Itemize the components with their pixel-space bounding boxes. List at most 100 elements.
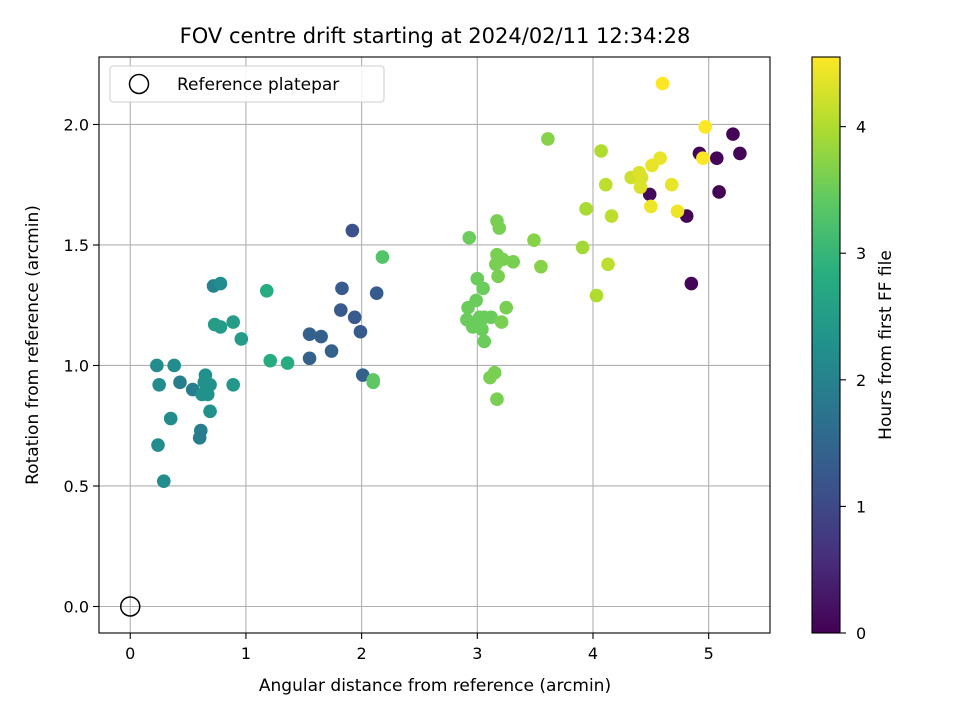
data-point xyxy=(461,300,475,315)
data-point xyxy=(163,411,178,426)
data-point xyxy=(670,204,685,219)
y-tick-label: 0.5 xyxy=(64,477,89,496)
colorbar-label: Hours from first FF file xyxy=(876,250,896,440)
x-tick-label: 5 xyxy=(704,644,714,663)
x-axis-label: Angular distance from reference (arcmin) xyxy=(259,676,611,696)
data-point xyxy=(698,120,713,134)
colorbar-ticks: 0 1 2 3 4 xyxy=(840,118,866,643)
data-point xyxy=(499,300,514,315)
data-point xyxy=(150,358,164,373)
x-tick-label: 4 xyxy=(588,644,598,663)
data-point xyxy=(200,387,215,402)
data-point xyxy=(213,320,228,334)
data-point xyxy=(644,199,658,214)
data-point xyxy=(156,474,171,488)
data-point xyxy=(598,177,613,192)
x-tick-label: 3 xyxy=(472,644,482,663)
data-point xyxy=(192,430,207,445)
colorbar-tick-label: 3 xyxy=(856,244,866,263)
colorbar-gradient xyxy=(812,57,840,633)
data-point xyxy=(696,151,710,166)
data-point xyxy=(234,332,249,346)
legend-box xyxy=(109,65,385,103)
data-point xyxy=(475,322,489,337)
data-point xyxy=(484,310,498,325)
legend: Reference platepar xyxy=(109,65,385,103)
data-point xyxy=(345,223,360,238)
legend-entry-label: Reference platepar xyxy=(177,75,339,95)
data-point xyxy=(302,351,317,366)
data-point xyxy=(492,221,507,235)
data-point xyxy=(664,177,679,192)
data-point xyxy=(709,151,724,166)
data-point xyxy=(366,375,380,390)
data-point xyxy=(712,185,726,199)
data-point xyxy=(655,76,670,91)
data-point xyxy=(213,276,228,291)
data-point xyxy=(726,127,740,141)
data-point xyxy=(324,344,339,358)
data-point xyxy=(335,281,349,296)
data-point xyxy=(333,303,348,317)
data-point xyxy=(375,250,390,264)
data-point xyxy=(653,151,667,166)
plot-frame xyxy=(98,56,771,634)
data-point xyxy=(733,146,747,161)
colorbar-tick-label: 1 xyxy=(856,497,866,516)
data-point xyxy=(151,438,165,452)
data-point xyxy=(152,377,166,392)
data-point xyxy=(487,365,502,380)
y-tick-label: 2.0 xyxy=(64,115,89,134)
data-point xyxy=(491,269,505,284)
data-point xyxy=(167,358,181,373)
data-point xyxy=(604,209,619,223)
data-point xyxy=(280,356,295,370)
data-point xyxy=(355,368,370,382)
reference-marker xyxy=(119,596,141,617)
chart-title: FOV centre drift starting at 2024/02/11 … xyxy=(180,24,691,48)
y-tick-label: 0.0 xyxy=(64,597,89,616)
y-axis-ticks: 0.0 0.5 1.0 1.5 2.0 xyxy=(64,115,99,616)
y-tick-label: 1.5 xyxy=(64,236,89,255)
data-point xyxy=(203,404,217,419)
data-point xyxy=(476,281,490,296)
colorbar-frame xyxy=(811,56,841,634)
data-point xyxy=(506,255,520,269)
data-point xyxy=(541,132,555,146)
grid-lines xyxy=(99,57,770,633)
y-tick-label: 1.0 xyxy=(64,356,89,375)
data-point xyxy=(684,276,699,291)
data-point xyxy=(633,180,648,194)
x-axis-ticks: 0 1 2 3 4 5 xyxy=(125,633,714,663)
data-point xyxy=(477,334,492,349)
data-point xyxy=(259,283,274,298)
data-point xyxy=(302,327,317,341)
data-point xyxy=(494,315,509,329)
reference-platepar-point xyxy=(119,596,141,617)
data-point xyxy=(347,310,362,325)
data-point xyxy=(579,202,593,216)
x-tick-label: 0 xyxy=(125,644,135,663)
data-points xyxy=(150,76,747,488)
data-point xyxy=(314,329,328,344)
data-point xyxy=(642,187,657,202)
data-point xyxy=(369,286,384,300)
colorbar-tick-label: 0 xyxy=(856,624,866,643)
data-point xyxy=(490,392,504,407)
colorbar-tick-label: 4 xyxy=(856,118,866,137)
data-point xyxy=(462,230,477,245)
data-point xyxy=(589,288,604,303)
data-point xyxy=(353,324,368,339)
x-tick-label: 1 xyxy=(241,644,251,663)
data-point xyxy=(601,257,615,272)
colorbar-tick-label: 2 xyxy=(856,371,866,390)
data-point xyxy=(575,240,590,255)
x-tick-label: 2 xyxy=(357,644,367,663)
colorbar: 0 1 2 3 4 Hours from first FF file xyxy=(811,56,896,643)
data-point xyxy=(263,353,278,368)
data-point xyxy=(226,315,240,329)
y-axis-label: Rotation from reference (arcmin) xyxy=(23,205,43,485)
data-point xyxy=(226,377,240,392)
data-point xyxy=(594,144,608,158)
